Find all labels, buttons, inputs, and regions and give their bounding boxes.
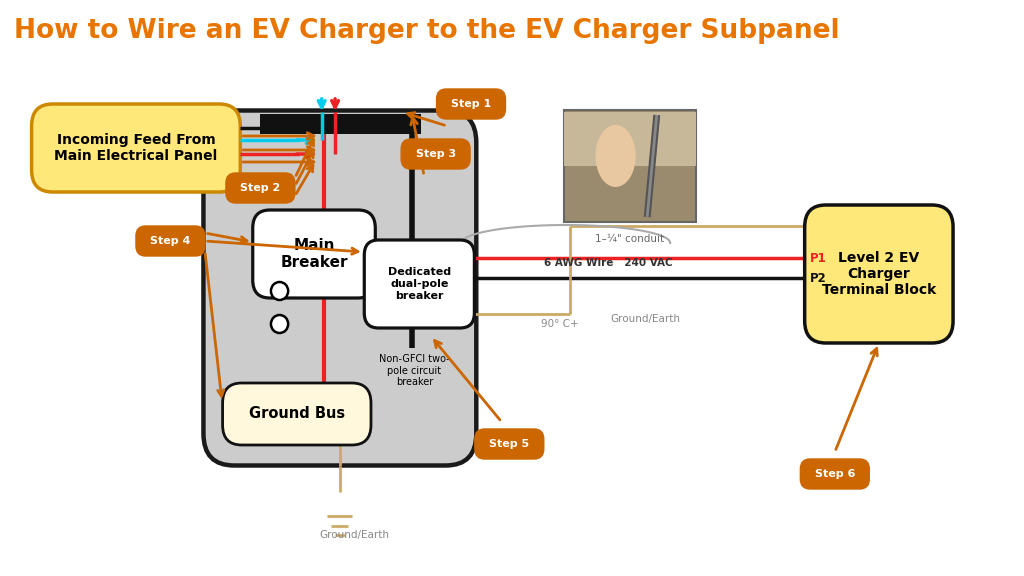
Text: P2: P2 bbox=[810, 271, 826, 285]
Text: Step 6: Step 6 bbox=[815, 469, 855, 479]
Text: Ground Bus: Ground Bus bbox=[249, 407, 345, 422]
Circle shape bbox=[271, 282, 288, 300]
FancyBboxPatch shape bbox=[253, 210, 375, 298]
FancyBboxPatch shape bbox=[805, 205, 953, 343]
Text: Step 5: Step 5 bbox=[489, 439, 529, 449]
Text: Step 4: Step 4 bbox=[151, 236, 190, 246]
Text: Dedicated
dual-pole
breaker: Dedicated dual-pole breaker bbox=[388, 267, 451, 301]
Text: P1: P1 bbox=[810, 252, 826, 264]
Ellipse shape bbox=[596, 125, 636, 187]
Text: 6 AWG Wire   240 VAC: 6 AWG Wire 240 VAC bbox=[544, 258, 672, 268]
Text: Step 1: Step 1 bbox=[451, 99, 492, 109]
Text: Non-GFCI two-
pole circuit
breaker: Non-GFCI two- pole circuit breaker bbox=[379, 354, 450, 387]
Text: Step 3: Step 3 bbox=[416, 149, 456, 159]
FancyBboxPatch shape bbox=[365, 240, 474, 328]
Text: Level 2 EV
Charger
Terminal Block: Level 2 EV Charger Terminal Block bbox=[821, 251, 936, 297]
Text: Main
Breaker: Main Breaker bbox=[281, 238, 348, 270]
Text: Incoming Feed From
Main Electrical Panel: Incoming Feed From Main Electrical Panel bbox=[54, 133, 217, 163]
Text: Ground/Earth: Ground/Earth bbox=[610, 314, 681, 324]
FancyBboxPatch shape bbox=[801, 459, 869, 489]
FancyBboxPatch shape bbox=[136, 226, 205, 256]
FancyBboxPatch shape bbox=[564, 110, 696, 222]
Circle shape bbox=[271, 315, 288, 333]
FancyBboxPatch shape bbox=[222, 383, 371, 445]
FancyBboxPatch shape bbox=[32, 104, 241, 192]
Bar bbox=[260, 114, 421, 134]
Text: Ground/Earth: Ground/Earth bbox=[319, 530, 389, 540]
Text: Step 2: Step 2 bbox=[241, 183, 281, 193]
FancyBboxPatch shape bbox=[475, 429, 544, 459]
FancyBboxPatch shape bbox=[226, 173, 295, 203]
Bar bbox=[564, 112, 696, 166]
FancyBboxPatch shape bbox=[401, 139, 470, 169]
Text: How to Wire an EV Charger to the EV Charger Subpanel: How to Wire an EV Charger to the EV Char… bbox=[14, 18, 840, 44]
Text: 1–¼" conduit: 1–¼" conduit bbox=[595, 234, 665, 244]
Text: 90° C+: 90° C+ bbox=[541, 319, 579, 329]
FancyBboxPatch shape bbox=[436, 89, 506, 119]
FancyBboxPatch shape bbox=[204, 111, 476, 465]
